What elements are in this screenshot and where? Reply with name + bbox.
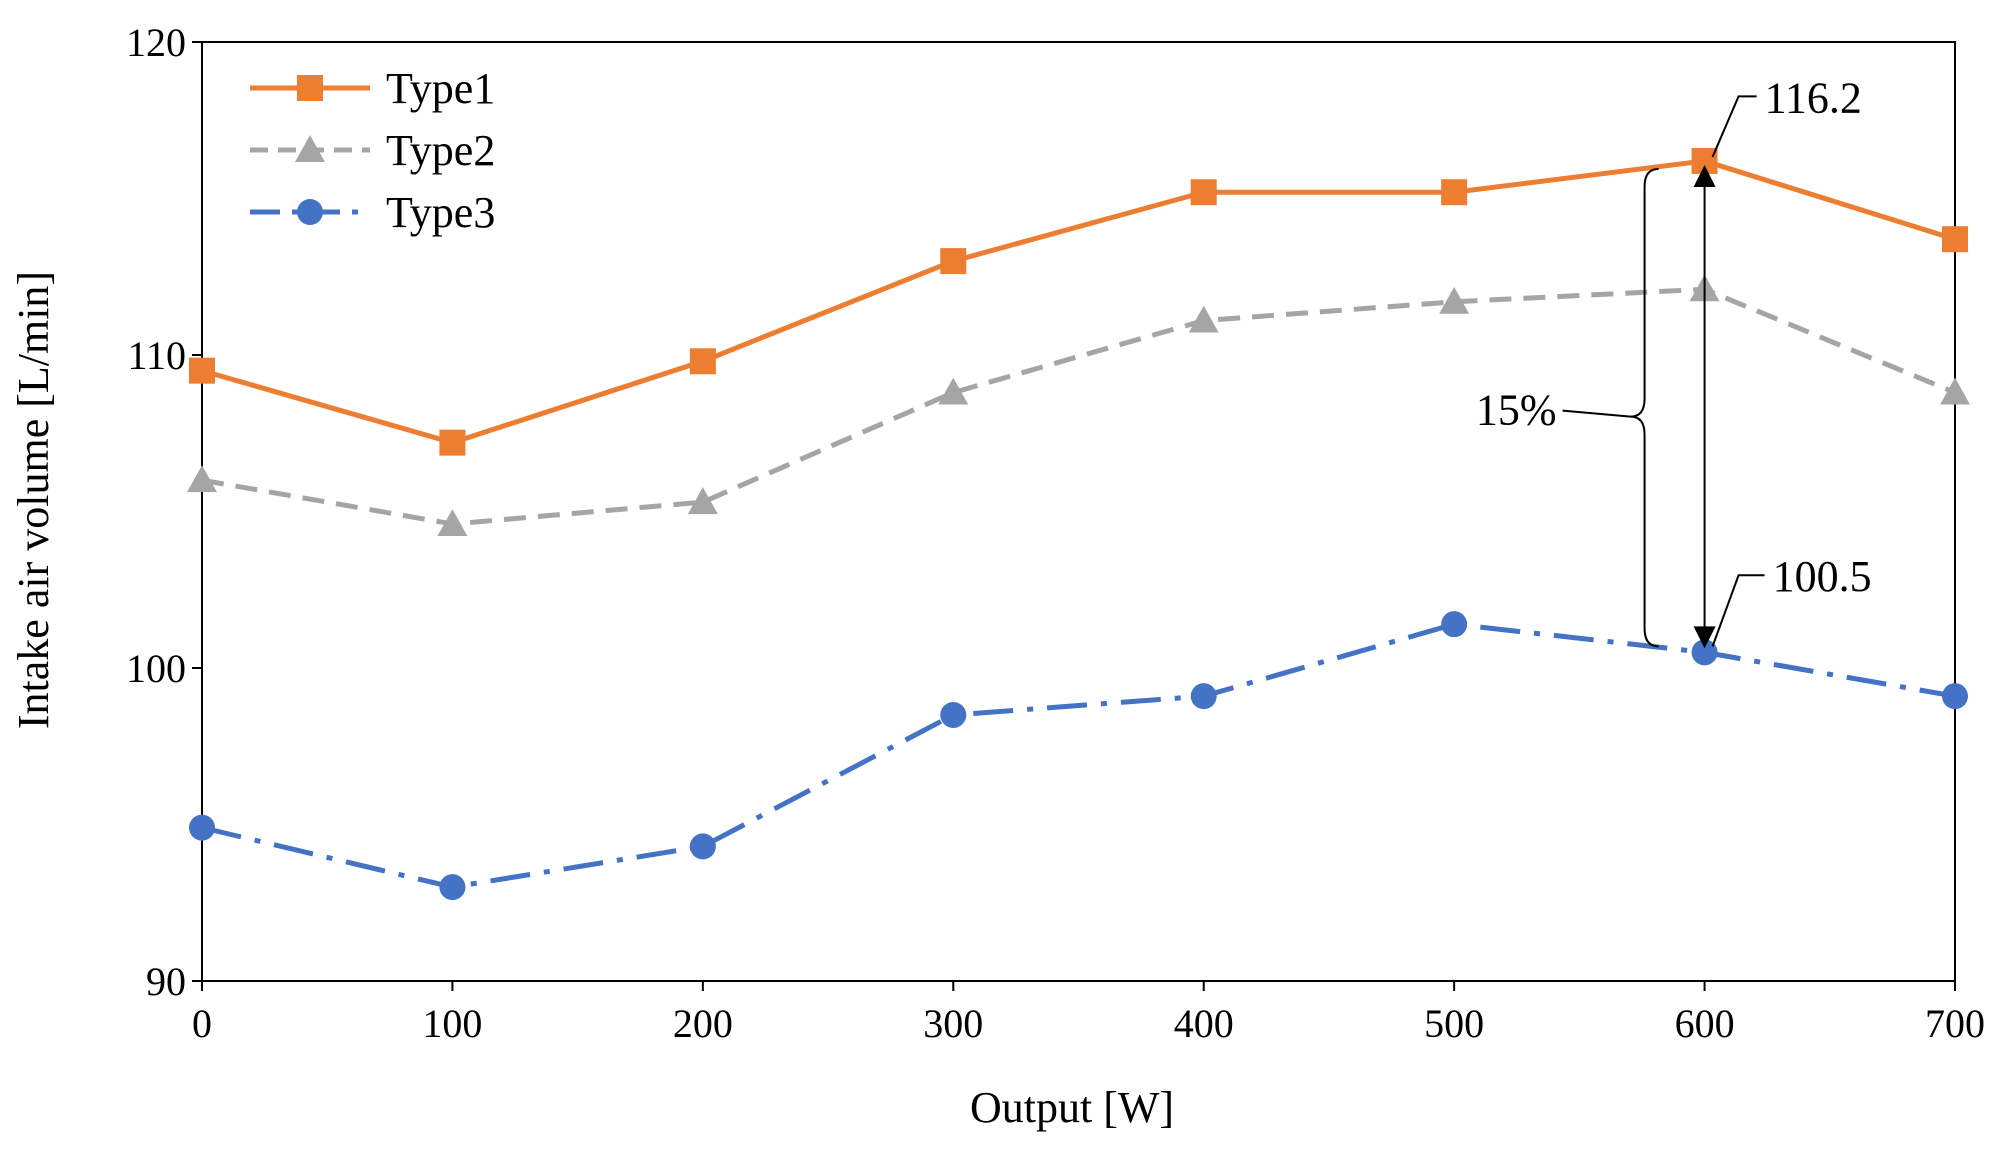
x-tick-label: 300 [923,1001,983,1046]
y-axis-title: Intake air volume [L/min] [9,271,58,729]
legend-label: Type3 [386,188,495,237]
x-tick-label: 400 [1174,1001,1234,1046]
data-point-type2 [938,377,969,405]
data-point-type1 [1190,179,1217,206]
data-point-type3 [439,874,466,901]
difference-label: 15% [1476,386,1557,435]
legend-swatch-marker [295,135,325,162]
legend: Type1 Type2 Type3 [250,64,495,237]
series-type1 [189,147,1968,456]
legend-swatch-marker [297,199,323,225]
data-point-type3 [1942,683,1968,710]
data-point-type1 [439,429,466,456]
legend-item-type3: Type3 [250,188,495,237]
x-tick-label: 100 [422,1001,482,1046]
series-line-type2 [201,286,1956,527]
y-tick-label: 100 [126,646,186,691]
arrowhead-down-icon [1693,626,1716,649]
data-point-type2 [1940,377,1970,405]
x-axis-title: Output [W] [970,1083,1174,1132]
data-point-type3 [689,833,716,860]
callout-leader-high [1711,95,1757,158]
data-point-type2 [1188,305,1219,333]
x-tick-label: 0 [192,1001,212,1046]
data-point-type3 [189,814,215,841]
data-point-type2 [187,465,217,493]
annotations: 116.2 100.5 15% [1476,73,1872,649]
plot-frame [201,41,1956,982]
axes: 0 100 200 300 400 500 600 700 90 100 110 120 [126,20,1985,1046]
x-tick-label: 700 [1925,1001,1985,1046]
difference-leader [1562,409,1631,418]
series-type3 [189,611,1968,901]
legend-item-type1: Type1 [250,64,495,113]
data-point-type3 [1441,611,1468,638]
data-point-type1 [689,348,716,375]
data-point-type2 [1439,286,1470,314]
legend-label: Type2 [386,126,495,175]
data-point-type1 [1441,179,1468,206]
y-tick-label: 90 [146,959,186,1004]
data-point-type2 [437,509,468,536]
data-point-type1 [940,248,967,275]
series-type2 [187,274,1970,536]
data-point-type3 [1691,639,1718,666]
x-tick-label: 200 [673,1001,733,1046]
data-point-type3 [940,701,967,728]
plot-area [201,41,1956,982]
y-tick-label: 120 [126,20,186,65]
data-point-type2 [687,487,718,515]
x-tick-label: 600 [1675,1001,1735,1046]
series-line-type3 [201,621,1956,890]
y-tick-label: 110 [127,333,186,378]
x-tick-label: 500 [1424,1001,1484,1046]
legend-swatch-marker [297,75,323,101]
callout-label-low: 100.5 [1773,552,1872,601]
arrowhead-up-icon [1693,164,1716,187]
callout-leader-low [1711,574,1765,647]
data-point-type3 [1190,683,1217,710]
difference-brace [1630,167,1659,648]
data-point-type1 [189,357,215,384]
series-group [187,147,1970,901]
legend-label: Type1 [386,64,495,113]
legend-item-type2: Type2 [250,126,495,175]
data-point-type1 [1942,226,1968,253]
callout-label-high: 116.2 [1765,73,1862,122]
series-line-type1 [201,158,1956,446]
